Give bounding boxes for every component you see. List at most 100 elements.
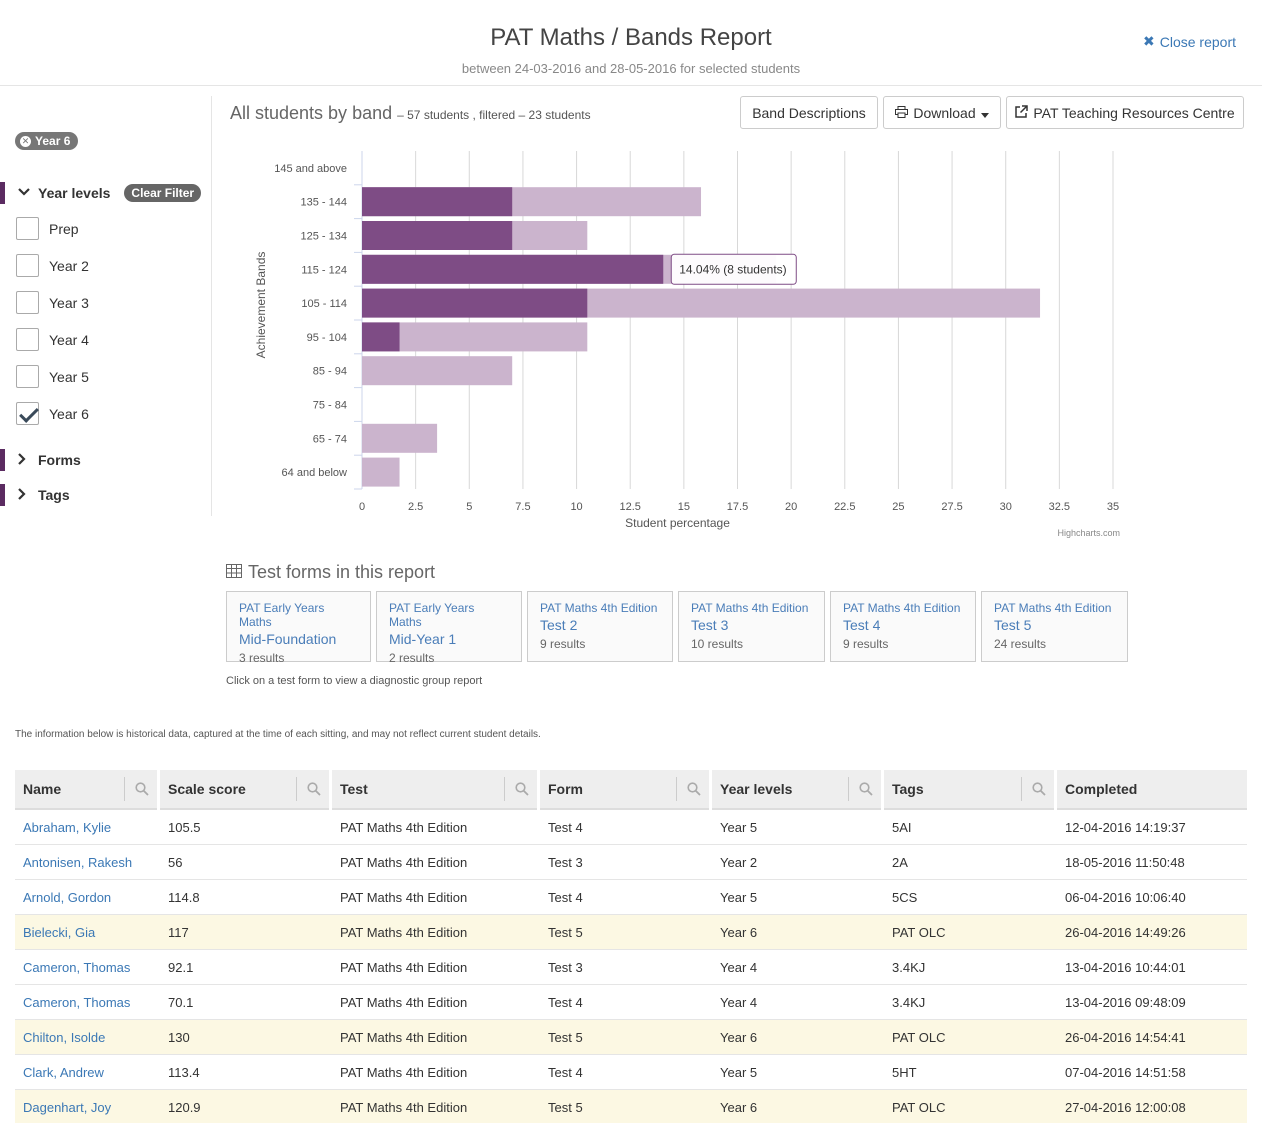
table-cell: 13-04-2016 09:48:09: [1065, 994, 1186, 1010]
column-header[interactable]: Tags: [884, 770, 1054, 810]
forms-section-toggle[interactable]: Forms: [0, 449, 81, 471]
student-name-link[interactable]: Arnold, Gordon: [23, 889, 112, 905]
year-level-option[interactable]: Year 4: [16, 328, 89, 351]
table-cell: Year 6: [720, 1099, 758, 1115]
forms-label: Forms: [38, 452, 81, 468]
table-cell: PAT Maths 4th Edition: [340, 854, 468, 870]
active-filter-chip[interactable]: ✕ Year 6: [15, 132, 79, 150]
table-cell: PAT Maths 4th Edition: [340, 924, 468, 940]
test-form-card[interactable]: PAT Early Years Maths Mid-Year 1 2 results: [376, 591, 522, 665]
table-cell: 114.8: [168, 889, 200, 905]
download-label: Download: [913, 104, 976, 121]
test-form-name: Test 3: [691, 617, 729, 633]
test-form-series: PAT Maths 4th Edition: [691, 601, 809, 615]
close-report-label: Close report: [1159, 33, 1236, 50]
search-icon[interactable]: [124, 777, 149, 801]
table-cell: 70.1: [168, 994, 194, 1010]
x-tick-label: 30: [1000, 501, 1012, 513]
search-icon[interactable]: [1021, 777, 1046, 801]
year-level-option[interactable]: Year 5: [16, 365, 89, 388]
test-form-card[interactable]: PAT Early Years Maths Mid-Foundation 3 res…: [226, 591, 371, 665]
tags-section-toggle[interactable]: Tags: [0, 484, 70, 506]
table-cell: PAT Maths 4th Edition: [340, 1099, 468, 1115]
bar-all-students: [362, 457, 400, 487]
column-header[interactable]: Year levels: [712, 770, 881, 810]
table-cell: Test 3: [548, 959, 583, 975]
column-header[interactable]: Test: [332, 770, 537, 810]
year-level-label: Year 5: [49, 368, 89, 385]
x-tick-label: 5: [466, 501, 472, 513]
year-level-label: Year 2: [49, 257, 89, 274]
student-name-link[interactable]: Cameron, Thomas: [23, 994, 131, 1010]
column-header[interactable]: Form: [540, 770, 709, 810]
test-form-results: 9 results: [843, 637, 889, 651]
year-level-checkbox[interactable]: [16, 217, 39, 240]
column-header[interactable]: Completed: [1057, 770, 1247, 810]
column-header[interactable]: Name: [15, 770, 157, 810]
clear-filter-button[interactable]: Clear Filter: [124, 184, 202, 202]
table-cell: Test 4: [548, 819, 583, 835]
x-axis-label: Student percentage: [625, 516, 730, 530]
year-level-option[interactable]: Prep: [16, 217, 79, 240]
year-level-option[interactable]: Year 3: [16, 291, 89, 314]
bar-filtered-students: [362, 288, 588, 318]
student-name-link[interactable]: Abraham, Kylie: [23, 819, 112, 835]
table-cell: 26-04-2016 14:54:41: [1065, 1029, 1186, 1045]
close-report-button[interactable]: ✖ Close report: [1143, 33, 1236, 50]
search-icon[interactable]: [296, 777, 321, 801]
student-name-link[interactable]: Chilton, Isolde: [23, 1029, 106, 1045]
test-form-card[interactable]: PAT Maths 4th Edition Test 3 10 results: [678, 591, 825, 662]
year-levels-section-toggle[interactable]: Year levels Clear Filter: [0, 182, 202, 204]
teaching-resources-button[interactable]: PAT Teaching Resources Centre: [1006, 96, 1244, 129]
chart-tooltip-text: 14.04% (8 students): [679, 262, 786, 276]
test-form-name: Test 2: [540, 617, 578, 633]
table-cell: 5CS: [892, 889, 918, 905]
search-icon[interactable]: [504, 777, 529, 801]
column-header-label: Completed: [1065, 781, 1138, 797]
year-level-checkbox[interactable]: [16, 291, 39, 314]
test-forms-title: Test forms in this report: [248, 562, 436, 582]
band-label: 115 - 124: [301, 264, 347, 276]
table-cell: Year 6: [720, 1029, 758, 1045]
table-icon: [226, 562, 242, 583]
test-form-name: Test 4: [843, 617, 881, 633]
download-button[interactable]: Download: [883, 96, 1001, 129]
remove-filter-icon[interactable]: ✕: [20, 135, 31, 147]
test-form-results: 10 results: [691, 637, 744, 651]
chevron-right-icon: [18, 487, 30, 503]
search-icon[interactable]: [848, 777, 873, 801]
column-header[interactable]: Scale score: [160, 770, 329, 810]
chart-student-counts: – 57 students , filtered – 23 students: [397, 108, 591, 122]
table-row: Bielecki, Gia 117 PAT Maths 4th Edition Tes…: [15, 915, 1247, 950]
student-name-link[interactable]: Cameron, Thomas: [23, 959, 131, 975]
table-cell: 5HT: [892, 1064, 917, 1080]
student-name-link[interactable]: Bielecki, Gia: [23, 924, 96, 940]
column-header-label: Name: [23, 781, 62, 797]
table-cell: PAT OLC: [892, 1099, 946, 1115]
test-form-card[interactable]: PAT Maths 4th Edition Test 4 9 results: [830, 591, 976, 662]
band-label: 125 - 134: [301, 231, 347, 243]
year-levels-label: Year levels: [38, 185, 111, 201]
table-row: Antonisen, Rakesh 56 PAT Maths 4th Edition…: [15, 845, 1247, 880]
year-level-checkbox[interactable]: [16, 365, 39, 388]
year-level-option[interactable]: Year 2: [16, 254, 89, 277]
year-level-option[interactable]: Year 6: [16, 402, 89, 425]
student-name-link[interactable]: Clark, Andrew: [23, 1064, 104, 1080]
student-name-link[interactable]: Antonisen, Rakesh: [23, 854, 133, 870]
year-level-checkbox[interactable]: [16, 402, 39, 425]
bar-filtered-students: [362, 322, 400, 352]
chevron-right-icon: [18, 452, 30, 468]
column-header-label: Form: [548, 781, 583, 797]
search-icon[interactable]: [676, 777, 701, 801]
test-form-card[interactable]: PAT Maths 4th Edition Test 5 24 results: [981, 591, 1128, 662]
table-cell: PAT Maths 4th Edition: [340, 1029, 468, 1045]
student-name-link[interactable]: Dagenhart, Joy: [23, 1099, 112, 1115]
x-tick-label: 32.5: [1049, 501, 1070, 513]
year-level-checkbox[interactable]: [16, 328, 39, 351]
x-tick-label: 35: [1107, 501, 1119, 513]
year-level-checkbox[interactable]: [16, 254, 39, 277]
bar-filtered-students: [362, 254, 664, 284]
x-tick-label: 22.5: [834, 501, 855, 513]
test-form-card[interactable]: PAT Maths 4th Edition Test 2 9 results: [527, 591, 673, 662]
band-descriptions-button[interactable]: Band Descriptions: [740, 96, 878, 129]
